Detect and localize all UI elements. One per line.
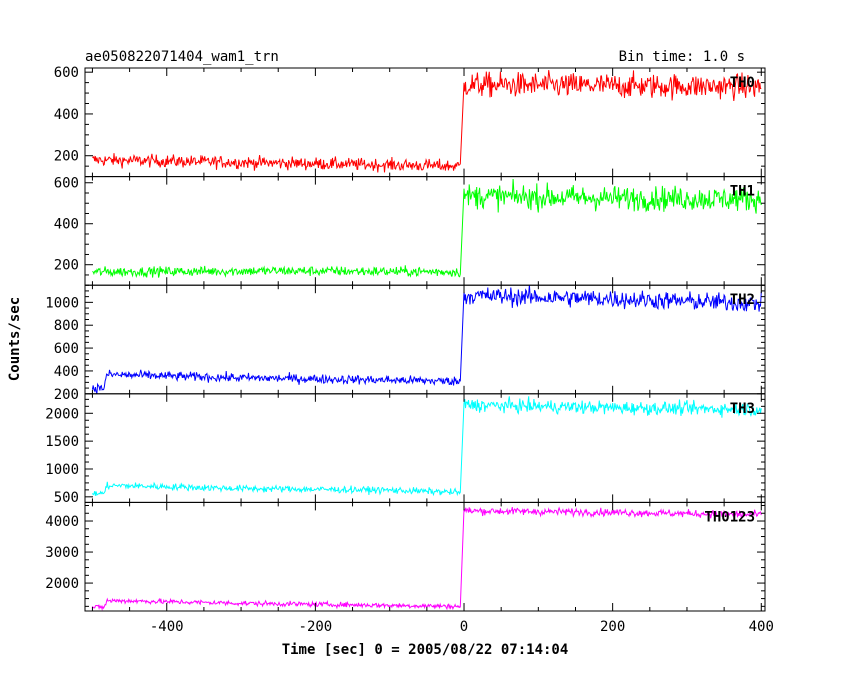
y-tick-label: 2000 — [45, 576, 79, 592]
y-tick-label: 2000 — [45, 406, 79, 422]
y-tick-label: 200 — [54, 387, 79, 403]
series-th2-line — [91, 285, 762, 394]
panel-th3: 500 1000 1500 2000 TH3 — [45, 393, 766, 506]
panel-name-label: TH2 — [730, 292, 755, 308]
x-tick-label: 0 — [460, 619, 468, 635]
chart-title: ae050822071404_wam1_trn — [85, 49, 279, 65]
panel-th1: 200 400 600 TH1 — [54, 176, 766, 286]
y-tick-label: 600 — [54, 341, 79, 357]
x-tick-label: 200 — [600, 619, 625, 635]
y-tick-label: 200 — [54, 258, 79, 274]
y-tick-label: 400 — [54, 217, 79, 233]
panel-th0: 200 400 600 TH0 — [54, 65, 766, 178]
panels-group: 200 400 600 TH0 200 400 600 TH1 200 400 600 800 1000… — [45, 65, 766, 612]
y-tick-label: 1000 — [45, 295, 79, 311]
panel-th0123: 2000 3000 4000 TH0123 — [45, 501, 766, 612]
x-tick-label: -400 — [150, 619, 184, 635]
y-tick-label: 200 — [54, 149, 79, 165]
panel-frame — [84, 501, 766, 612]
y-tick-label: 1500 — [45, 434, 79, 450]
panel-name-label: TH0123 — [704, 509, 755, 525]
y-tick-label: 400 — [54, 107, 79, 123]
series-th0-line — [92, 70, 762, 173]
panel-th2: 200 400 600 800 1000 TH2 — [45, 284, 766, 403]
y-tick-label: 600 — [54, 176, 79, 192]
y-tick-label: 800 — [54, 318, 79, 334]
x-axis-tick-labels: -400 -200 0 200 400 — [150, 619, 774, 635]
y-tick-label: 1000 — [45, 462, 79, 478]
y-tick-label: 4000 — [45, 514, 79, 530]
panel-frame — [84, 393, 766, 503]
bin-time-label: Bin time: 1.0 s — [619, 49, 745, 65]
x-axis-label: Time [sec] 0 = 2005/08/22 07:14:04 — [282, 642, 569, 658]
panel-name-label: TH0 — [730, 75, 755, 91]
series-th1-line — [92, 178, 762, 279]
y-tick-label: 3000 — [45, 545, 79, 561]
y-tick-label: 400 — [54, 364, 79, 380]
panel-name-label: TH1 — [730, 184, 755, 200]
x-tick-label: -200 — [299, 619, 333, 635]
series-th0123-line — [91, 506, 762, 611]
y-tick-label: 500 — [54, 490, 79, 506]
series-th3-line — [91, 396, 762, 497]
y-axis-label: Counts/sec — [7, 297, 23, 381]
panel-name-label: TH3 — [730, 401, 755, 417]
x-tick-label: 400 — [749, 619, 774, 635]
y-tick-label: 600 — [54, 65, 79, 81]
